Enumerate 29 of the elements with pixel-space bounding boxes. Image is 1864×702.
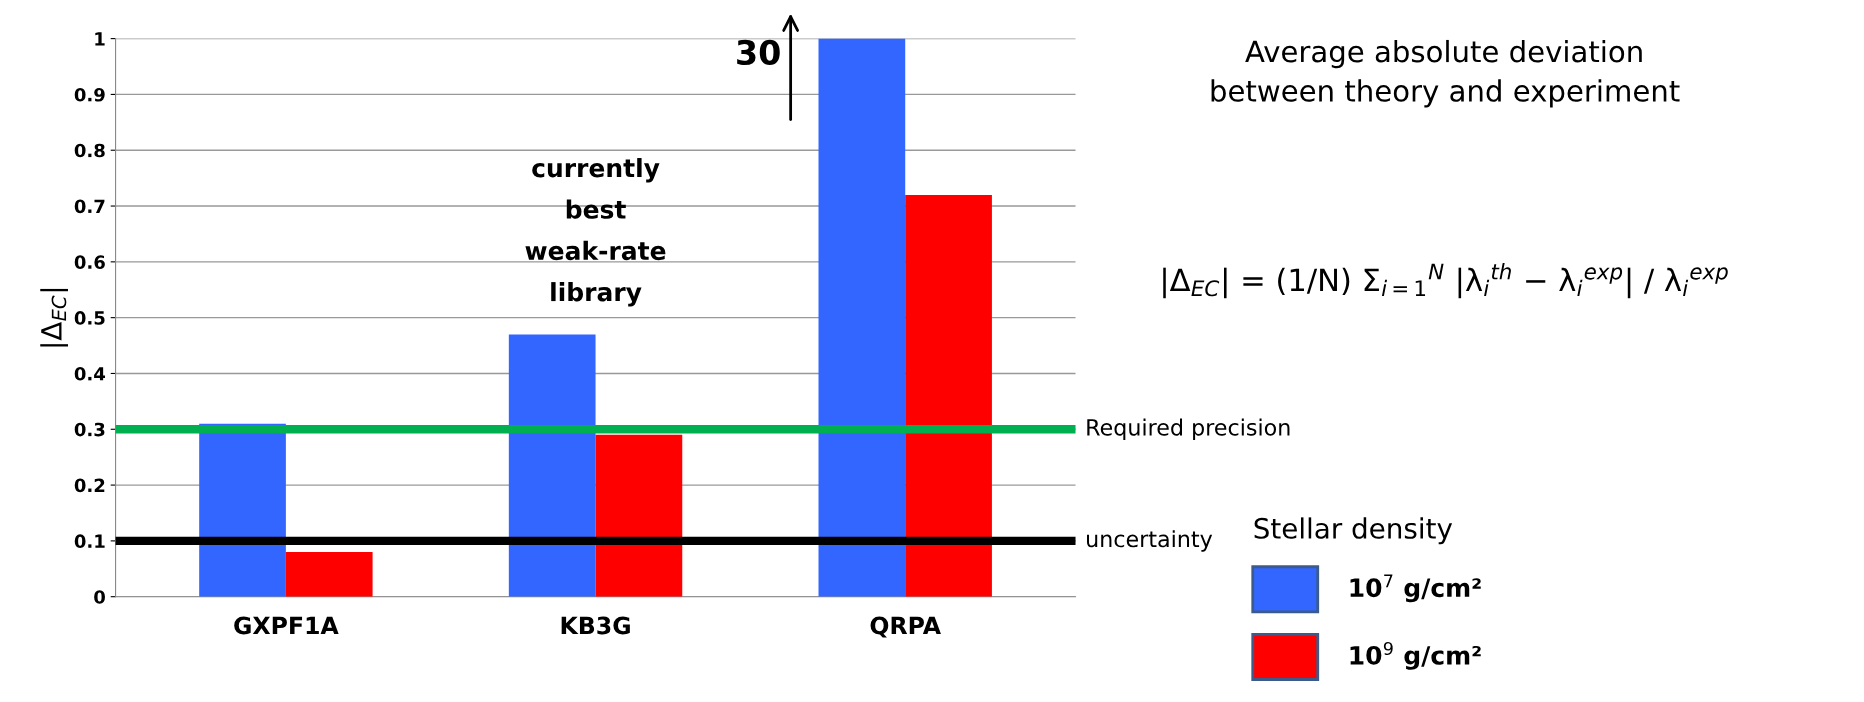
x-tick-label: GXPF1A xyxy=(234,616,339,635)
legend-label: 10$^{7}$ g/cm² xyxy=(1350,574,1481,603)
y-tick-label: 0.2 xyxy=(74,478,105,493)
bar xyxy=(285,552,373,597)
bar xyxy=(905,194,992,597)
bar xyxy=(595,434,683,597)
y-tick-label: 0.1 xyxy=(74,534,105,549)
y-axis-title: |Δ$_{EC}$| xyxy=(40,288,69,347)
y-tick-label: 0.8 xyxy=(74,143,105,158)
y-tick-label: 0.5 xyxy=(74,311,105,325)
annotation: 30 xyxy=(737,39,780,66)
y-tick-label: 0.3 xyxy=(74,422,105,437)
text: |Δ$_{EC}$| = (1/N) Σ$_{i=1}$$^{N}$ |λ$_{i}$$^{th}$ − λ$_{i}$$^{exp}$| / λ$_{i}$$^{exp}$ xyxy=(1163,263,1728,299)
bar xyxy=(818,38,906,597)
text: Average absolute deviation between theory and experiment xyxy=(1211,39,1680,108)
x-tick-label: KB3G xyxy=(561,616,630,635)
y-tick-label: 0 xyxy=(94,590,105,604)
annotation: currently best weak-rate library xyxy=(525,158,666,307)
bar xyxy=(508,334,596,597)
y-tick-label: 0.4 xyxy=(74,366,106,381)
y-tick-label: 0.9 xyxy=(74,87,105,102)
x-tick-label: QRPA xyxy=(870,616,941,638)
legend-label: 10$^{9}$ g/cm² xyxy=(1350,641,1481,670)
y-tick-label: 1 xyxy=(95,32,105,46)
legend-title: Stellar density xyxy=(1254,517,1453,545)
y-tick-label: 0.6 xyxy=(74,255,105,269)
ref-line-label: uncertainty xyxy=(1087,530,1213,552)
y-tick-label: 0.7 xyxy=(74,199,105,214)
ref-line-label: Required precision xyxy=(1087,418,1290,441)
